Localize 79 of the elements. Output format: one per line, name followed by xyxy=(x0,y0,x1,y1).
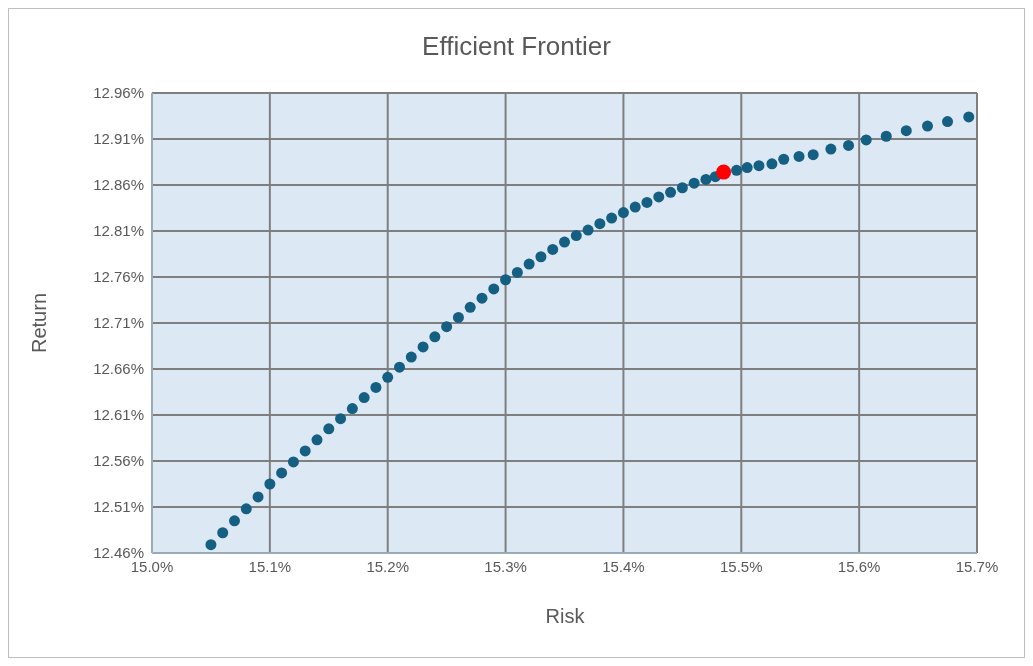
point xyxy=(323,423,335,435)
point xyxy=(229,515,240,527)
point xyxy=(500,274,512,286)
y-tick-label: 12.96% xyxy=(93,84,144,102)
point xyxy=(299,445,311,457)
point xyxy=(452,311,464,323)
point xyxy=(441,321,453,333)
y-tick-label: 12.66% xyxy=(93,360,144,378)
point xyxy=(476,292,488,304)
point xyxy=(880,130,892,142)
x-tick-label: 15.2% xyxy=(366,557,409,575)
x-axis-title: Risk xyxy=(545,605,585,628)
point xyxy=(535,251,547,263)
point xyxy=(606,212,618,224)
point xyxy=(464,301,476,313)
point xyxy=(688,177,700,189)
point xyxy=(766,158,778,170)
point xyxy=(741,162,753,174)
point xyxy=(547,243,559,255)
point xyxy=(346,403,358,415)
x-tick-label: 15.1% xyxy=(248,557,292,575)
point xyxy=(653,191,665,203)
y-tick-label: 12.81% xyxy=(93,222,144,240)
point xyxy=(665,186,677,198)
point xyxy=(417,341,429,353)
point xyxy=(240,503,252,515)
point xyxy=(252,491,264,503)
point xyxy=(287,456,299,468)
point xyxy=(753,160,765,172)
point xyxy=(311,434,323,446)
point xyxy=(617,207,629,219)
point xyxy=(511,266,523,278)
point xyxy=(335,413,347,425)
y-axis-title: Return xyxy=(27,292,51,354)
point xyxy=(382,371,394,383)
point xyxy=(716,164,732,180)
y-tick-label: 12.76% xyxy=(93,268,144,286)
point xyxy=(488,283,500,295)
chart-title: Efficient Frontier xyxy=(421,31,612,62)
y-tick-label: 12.71% xyxy=(93,314,144,332)
point xyxy=(793,150,805,162)
point xyxy=(778,153,790,165)
y-tick-label: 12.56% xyxy=(93,452,144,470)
point xyxy=(582,224,594,236)
point xyxy=(405,351,417,363)
point xyxy=(676,182,688,194)
point xyxy=(594,218,606,230)
y-tick-label: 12.91% xyxy=(93,130,144,148)
point xyxy=(700,173,712,185)
point xyxy=(900,125,912,137)
x-tick-label: 15.3% xyxy=(484,557,527,575)
x-tick-label: 15.6% xyxy=(837,557,881,575)
x-tick-label: 15.7% xyxy=(955,557,999,575)
point xyxy=(629,201,641,213)
point xyxy=(731,164,743,176)
point xyxy=(860,134,872,146)
point xyxy=(570,230,582,242)
point xyxy=(807,149,819,161)
point xyxy=(963,111,975,123)
point xyxy=(358,392,370,404)
y-tick-label: 12.51% xyxy=(93,498,144,516)
point xyxy=(276,467,288,479)
point xyxy=(641,196,653,208)
point xyxy=(394,361,405,373)
point xyxy=(843,139,855,151)
point xyxy=(559,236,570,248)
y-tick-label: 12.86% xyxy=(93,176,144,194)
point xyxy=(429,331,441,343)
point xyxy=(523,258,535,270)
point xyxy=(922,120,933,132)
point xyxy=(370,381,382,393)
point xyxy=(264,478,276,490)
y-tick-label: 12.61% xyxy=(93,406,144,424)
point xyxy=(942,116,954,128)
x-tick-label: 15.5% xyxy=(720,557,763,575)
point xyxy=(217,527,229,539)
point xyxy=(825,143,837,155)
x-tick-label: 15.4% xyxy=(602,557,645,575)
point xyxy=(205,539,217,551)
